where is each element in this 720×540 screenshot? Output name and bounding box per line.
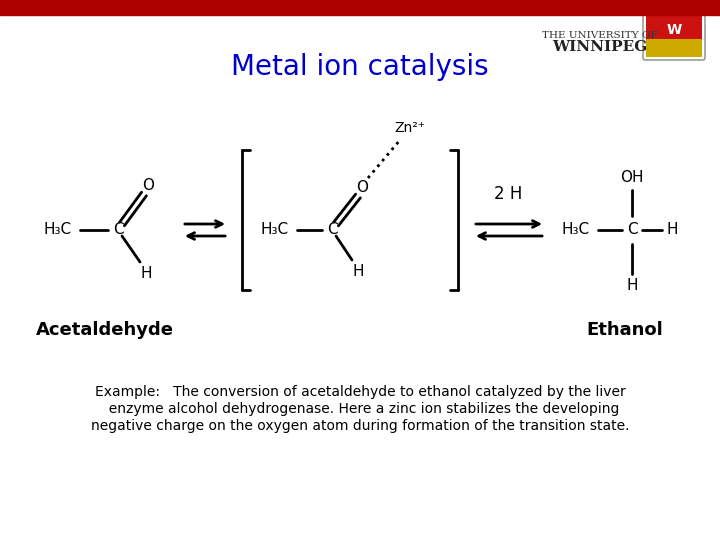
Text: H₃C: H₃C — [261, 222, 289, 238]
Text: Metal ion catalysis: Metal ion catalysis — [231, 53, 489, 81]
Text: H: H — [626, 279, 638, 294]
Text: H₃C: H₃C — [44, 222, 72, 238]
Text: OH: OH — [620, 171, 644, 186]
Text: negative charge on the oxygen atom during formation of the transition state.: negative charge on the oxygen atom durin… — [91, 419, 629, 433]
FancyBboxPatch shape — [646, 11, 702, 41]
Text: H: H — [666, 222, 678, 238]
FancyBboxPatch shape — [643, 8, 705, 60]
Bar — [0, 0, 720, 15]
Text: H₃C: H₃C — [562, 222, 590, 238]
Text: Example:   The conversion of acetaldehyde to ethanol catalyzed by the liver: Example: The conversion of acetaldehyde … — [94, 385, 626, 399]
Text: C: C — [626, 222, 637, 238]
Text: Acetaldehyde: Acetaldehyde — [36, 321, 174, 339]
Text: H: H — [140, 267, 152, 281]
Text: O: O — [356, 180, 368, 195]
Text: Ethanol: Ethanol — [587, 321, 663, 339]
Text: enzyme alcohol dehydrogenase. Here a zinc ion stabilizes the developing: enzyme alcohol dehydrogenase. Here a zin… — [100, 402, 620, 416]
Text: H: H — [352, 265, 364, 280]
Text: 2 H: 2 H — [494, 185, 522, 203]
FancyBboxPatch shape — [646, 39, 702, 57]
Text: Zn²⁺: Zn²⁺ — [395, 121, 426, 135]
Text: W: W — [667, 23, 682, 37]
Text: THE UNIVERSITY OF: THE UNIVERSITY OF — [542, 30, 658, 39]
Text: C: C — [327, 222, 337, 238]
Text: O: O — [142, 178, 154, 192]
Text: C: C — [113, 222, 123, 238]
Text: WINNIPEG: WINNIPEG — [552, 40, 647, 54]
